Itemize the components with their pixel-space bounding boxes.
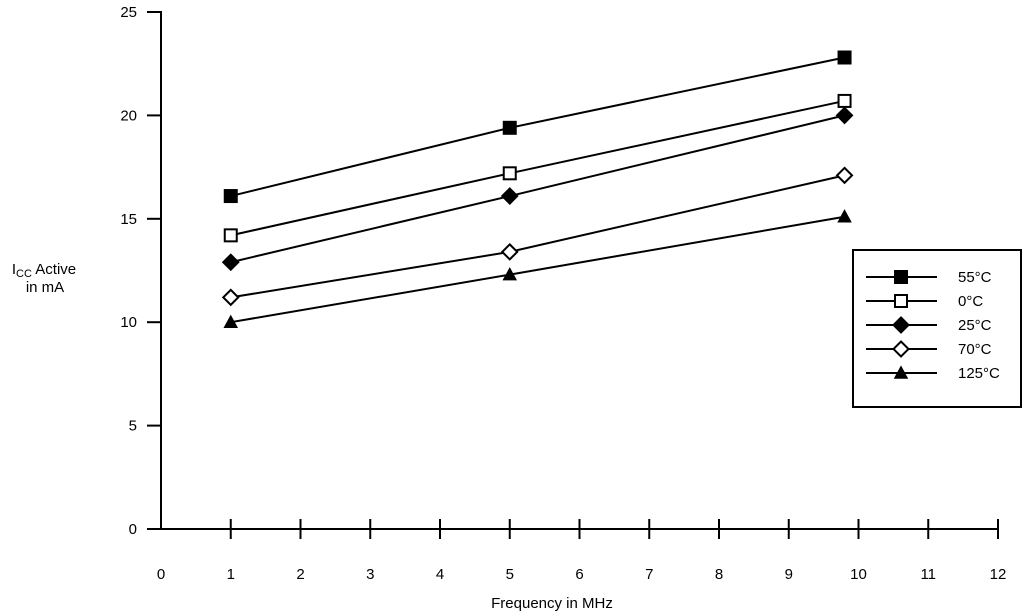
series-line-3 [230, 174, 845, 299]
y-tick-label-25: 25 [120, 4, 137, 21]
data-point-4-0 [223, 314, 239, 328]
legend-marker-0 [894, 270, 908, 284]
y-tick-label-5: 5 [129, 418, 137, 435]
data-point-3-1 [500, 242, 519, 261]
data-point-1-1 [502, 166, 517, 181]
data-point-4-1 [502, 267, 518, 281]
series-4 [223, 209, 852, 328]
series-line-0 [230, 56, 845, 198]
data-point-3-2 [835, 166, 854, 185]
data-point-2-1 [500, 187, 519, 205]
legend-label-0: 55°C [958, 269, 992, 286]
data-point-1-0 [223, 228, 238, 243]
data-point-0-1 [502, 120, 517, 135]
legend: 55°C 0°C 25°C 70°C 125°C [852, 249, 1022, 408]
x-tick-label-4: 4 [436, 566, 444, 583]
series-line-2 [230, 114, 845, 264]
series-3 [221, 166, 854, 307]
x-tick-label-9: 9 [785, 566, 793, 583]
y-axis-title-main: I [12, 261, 16, 278]
x-tick-label-7: 7 [645, 566, 653, 583]
legend-marker-3 [892, 340, 910, 358]
y-tick-label-15: 15 [120, 211, 137, 228]
y-axis-title-rest: Active [32, 261, 76, 278]
legend-label-3: 70°C [958, 341, 992, 358]
y-axis-title-subscript: CC [16, 268, 32, 280]
data-point-2-2 [835, 106, 854, 125]
data-point-0-2 [837, 50, 852, 65]
x-axis-title: Frequency in MHz [491, 595, 613, 612]
x-tick-label-1: 1 [227, 566, 235, 583]
series-layer [221, 50, 854, 328]
data-point-0-0 [223, 189, 238, 204]
series-0 [223, 50, 852, 204]
x-tick-label-11: 11 [920, 566, 936, 583]
legend-marker-1 [894, 294, 908, 308]
legend-label-2: 25°C [958, 317, 992, 334]
series-1 [223, 93, 852, 243]
x-tick-label-3: 3 [366, 566, 374, 583]
legend-label-1: 0°C [958, 293, 983, 310]
x-tick-label-2: 2 [296, 566, 304, 583]
y-tick-label-0: 0 [129, 521, 137, 538]
data-point-4-2 [837, 209, 852, 223]
x-tick-label-5: 5 [506, 566, 514, 583]
legend-label-4: 125°C [958, 365, 1000, 382]
data-point-3-0 [221, 288, 240, 307]
series-line-4 [230, 215, 845, 324]
data-point-1-2 [837, 93, 852, 108]
y-axis-title-line2: in mA [26, 279, 64, 296]
data-point-2-0 [221, 253, 240, 272]
x-tick-label-10: 10 [850, 566, 867, 583]
x-tick-label-8: 8 [715, 566, 723, 583]
x-tick-label-12: 12 [990, 566, 1007, 583]
y-axis-title: ICC Active [12, 261, 76, 280]
y-tick-label-10: 10 [120, 314, 137, 331]
legend-marker-2 [892, 316, 910, 334]
legend-marker-4 [893, 365, 909, 379]
x-tick-label-6: 6 [575, 566, 583, 583]
x-tick-label-0: 0 [157, 566, 165, 583]
y-tick-label-20: 20 [120, 107, 137, 124]
legend-box [852, 249, 1022, 408]
series-2 [221, 106, 854, 272]
